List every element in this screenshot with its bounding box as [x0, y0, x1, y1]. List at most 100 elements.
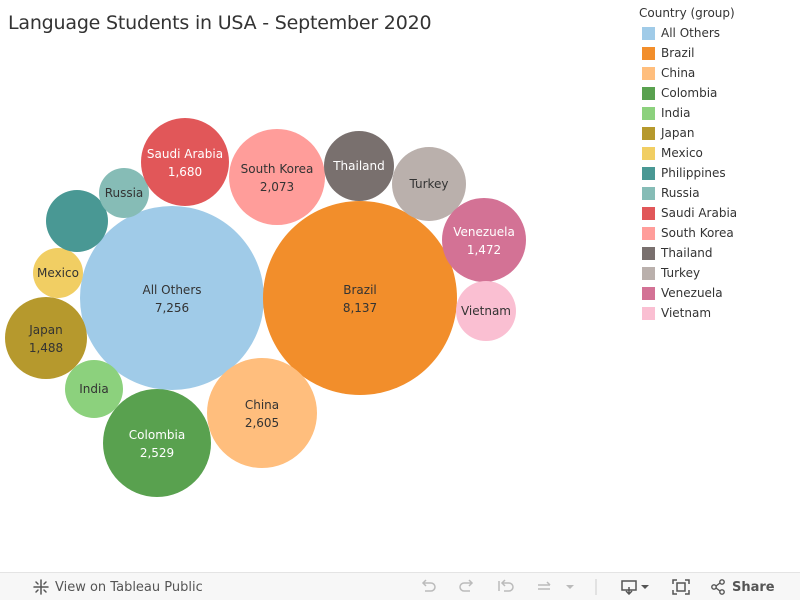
legend-swatch	[642, 106, 655, 120]
legend-swatch	[642, 46, 655, 60]
bubble-russia[interactable]: Russia	[99, 168, 149, 218]
bubble-venezuela[interactable]: Venezuela 1,472	[442, 198, 526, 282]
bubble-india[interactable]: India	[65, 360, 123, 418]
bubble-mark[interactable]	[324, 131, 394, 201]
refresh-button[interactable]	[536, 573, 554, 601]
bubble-mark[interactable]	[33, 248, 83, 298]
legend-label: Turkey	[661, 266, 701, 280]
bubble-label: South Korea	[241, 162, 314, 176]
legend-swatch	[642, 66, 655, 80]
legend-item[interactable]: Venezuela	[639, 283, 794, 303]
legend-item[interactable]: India	[639, 103, 794, 123]
legend-item[interactable]: Thailand	[639, 243, 794, 263]
legend-item[interactable]: China	[639, 63, 794, 83]
bubble-label: Colombia	[129, 428, 185, 442]
bubble-japan[interactable]: Japan 1,488	[5, 297, 87, 379]
bubble-mark[interactable]	[442, 198, 526, 282]
bubble-value-label: 8,137	[343, 301, 377, 315]
bubble-mark[interactable]	[263, 201, 457, 395]
bubble-label: Thailand	[332, 159, 385, 173]
toolbar-divider	[595, 573, 597, 601]
legend-label: India	[661, 106, 691, 120]
legend-item[interactable]: South Korea	[639, 223, 794, 243]
view-on-tableau-public-label: View on Tableau Public	[55, 579, 203, 595]
bubble-mark[interactable]	[207, 358, 317, 468]
bubble-mark[interactable]	[99, 168, 149, 218]
pause-dropdown-button[interactable]	[565, 573, 575, 601]
bubble-value-label: 2,073	[260, 180, 294, 194]
download-button[interactable]	[621, 573, 651, 601]
legend-swatch	[642, 146, 655, 160]
view-on-tableau-public-button[interactable]: View on Tableau Public	[33, 573, 203, 601]
legend-label: Vietnam	[661, 306, 712, 320]
legend-swatch	[642, 166, 655, 180]
bubble-label: Japan	[28, 323, 62, 337]
legend-label: Colombia	[661, 86, 718, 100]
bubble-turkey[interactable]: Turkey	[392, 147, 466, 221]
bubble-philippines[interactable]	[46, 190, 108, 252]
redo-button[interactable]	[458, 573, 476, 601]
share-icon	[710, 579, 726, 595]
legend-item[interactable]: Brazil	[639, 43, 794, 63]
legend-swatch	[642, 246, 655, 260]
legend-item[interactable]: Vietnam	[639, 303, 794, 323]
chevron-down-icon	[565, 583, 575, 591]
bubble-south-korea[interactable]: South Korea 2,073	[229, 129, 325, 225]
legend-swatch	[642, 206, 655, 220]
fullscreen-icon	[672, 579, 690, 595]
bubble-mark[interactable]	[392, 147, 466, 221]
chart-title: Language Students in USA - September 202…	[8, 12, 432, 34]
bubble-mark[interactable]	[5, 297, 87, 379]
redo-icon	[458, 579, 476, 595]
legend-item[interactable]: Mexico	[639, 143, 794, 163]
bubble-china[interactable]: China 2,605	[207, 358, 317, 468]
bubble-mark[interactable]	[65, 360, 123, 418]
legend-label: China	[661, 66, 696, 80]
legend-item[interactable]: Philippines	[639, 163, 794, 183]
legend-swatch	[642, 186, 655, 200]
bubble-value-label: 2,605	[245, 416, 279, 430]
tableau-logo-icon	[33, 579, 49, 595]
legend-label: Russia	[661, 186, 700, 200]
bubble-value-label: 1,488	[29, 341, 63, 355]
fullscreen-button[interactable]	[672, 573, 690, 601]
legend-title: Country (group)	[639, 6, 735, 20]
bubble-label: Mexico	[37, 266, 79, 280]
bubble-label: All Others	[142, 283, 201, 297]
bubble-mark[interactable]	[141, 118, 229, 206]
legend-item[interactable]: Turkey	[639, 263, 794, 283]
bubble-mark[interactable]	[80, 206, 264, 390]
legend-swatch	[642, 126, 655, 140]
legend-label: Thailand	[661, 246, 713, 260]
legend: Country (group) All Others Brazil China Col…	[639, 6, 794, 323]
bubble-vietnam[interactable]: Vietnam	[456, 281, 516, 341]
bubble-mexico[interactable]: Mexico	[33, 248, 83, 298]
legend-item[interactable]: Russia	[639, 183, 794, 203]
legend-swatch	[642, 26, 655, 40]
bubble-colombia[interactable]: Colombia 2,529	[103, 389, 211, 497]
legend-item[interactable]: Colombia	[639, 83, 794, 103]
undo-button[interactable]	[419, 573, 437, 601]
share-label: Share	[732, 579, 775, 595]
bubble-mark[interactable]	[456, 281, 516, 341]
legend-swatch	[642, 286, 655, 300]
legend-swatch	[642, 86, 655, 100]
legend-item[interactable]: All Others	[639, 23, 794, 43]
bubble-value-label: 1,680	[168, 165, 202, 179]
bubble-mark[interactable]	[46, 190, 108, 252]
refresh-icon	[536, 579, 554, 595]
revert-button[interactable]	[497, 573, 515, 601]
legend-swatch	[642, 266, 655, 280]
bubble-all-others[interactable]: All Others 7,256	[80, 206, 264, 390]
bubble-mark[interactable]	[103, 389, 211, 497]
share-button[interactable]: Share	[710, 573, 775, 601]
legend-label: Japan	[661, 126, 695, 140]
bubble-mark[interactable]	[229, 129, 325, 225]
bubble-label: Russia	[105, 186, 144, 200]
legend-item[interactable]: Japan	[639, 123, 794, 143]
legend-item[interactable]: Saudi Arabia	[639, 203, 794, 223]
bubble-brazil[interactable]: Brazil 8,137	[263, 201, 457, 395]
bubble-value-label: 7,256	[155, 301, 189, 315]
bubble-saudi-arabia[interactable]: Saudi Arabia 1,680	[141, 118, 229, 206]
bubble-thailand[interactable]: Thailand	[324, 131, 394, 201]
